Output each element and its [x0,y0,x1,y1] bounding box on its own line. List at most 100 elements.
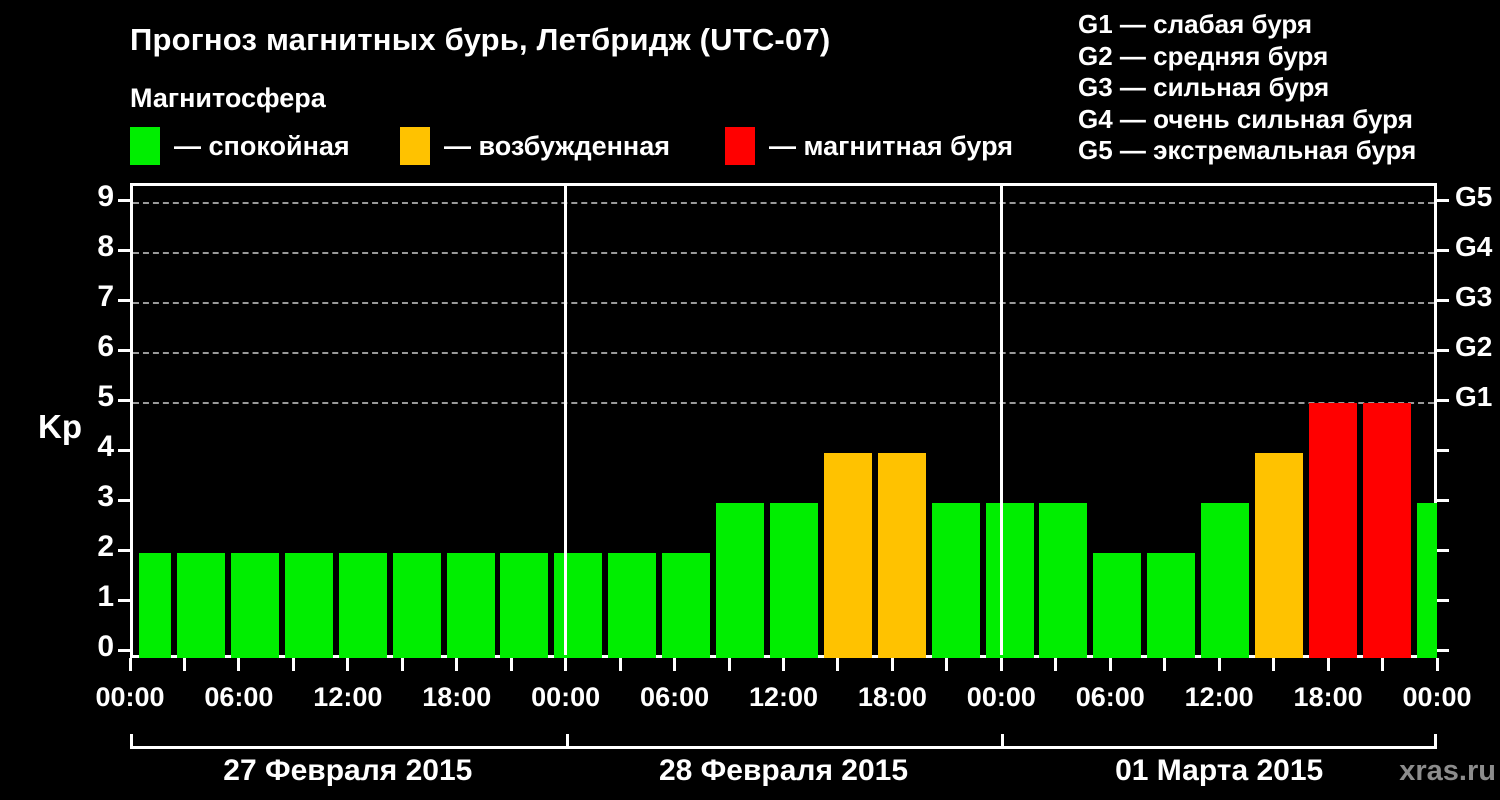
kp-bar [716,503,764,658]
y-axis-tick-right [1437,348,1449,352]
y-axis-tick-right [1437,548,1449,552]
date-bracket-line [130,746,1437,749]
y-axis-label-5: 5 [97,380,114,413]
x-axis-tick [182,658,186,671]
y-axis-tick-right [1437,298,1449,302]
y-axis-tick-left [118,248,130,252]
x-axis-tick [346,658,350,671]
x-axis-label: 00:00 [95,682,165,712]
kp-bar [1362,403,1411,658]
x-axis-tick [1163,658,1167,671]
date-label: 01 Марта 2015 [1115,754,1324,787]
kp-bar [1255,453,1303,658]
storm-scale-legend: G1 — слабая буря G2 — средняя буря G3 — си… [1078,9,1416,167]
legend-item-storm: — магнитная буря [725,127,1013,165]
y-axis-label-3: 3 [97,480,114,513]
x-axis-label: 00:00 [966,682,1036,712]
gridline-kp9 [133,202,1434,204]
x-axis-tick [1217,658,1221,671]
x-axis-tick [945,658,949,671]
x-axis-tick [999,658,1003,671]
y-axis-label-6: 6 [97,330,114,363]
storm-scale-line-g1: G1 — слабая буря [1078,9,1313,39]
x-axis-tick [836,658,840,671]
x-axis-tick [564,658,568,671]
kp-bar [769,503,818,658]
y-axis-label-8: 8 [97,230,114,263]
x-axis-tick [1054,658,1058,671]
x-axis-label: 18:00 [857,682,927,712]
legend-item-excited: — возбужденная [400,127,670,165]
legend-swatch-excited [400,127,430,165]
y-axis-label-7: 7 [97,280,114,313]
date-bracket-tick [130,734,133,749]
y-axis-label-0: 0 [97,630,114,663]
y-axis-label-2: 2 [97,530,114,563]
x-axis-tick [782,658,785,671]
kp-bar [823,453,872,658]
kp-bar [392,553,441,658]
y-axis-tick-right [1437,198,1449,202]
y-axis-tick-left [118,298,130,302]
y-axis-tick-right [1437,248,1449,252]
y-axis-label-1: 1 [97,580,114,613]
day-divider [564,186,568,655]
legend-label-quiet: — спокойная [174,130,350,161]
storm-scale-line-g4: G4 — очень сильная буря [1078,103,1413,134]
date-bracket-tick [1001,734,1005,749]
gridline-kp7 [133,302,1434,304]
x-axis-tick [1381,658,1385,671]
y-axis-tick-left [118,648,130,652]
legend-swatch-quiet [130,127,160,165]
kp-bar [1039,503,1088,658]
gridline-kp8 [133,252,1434,254]
x-axis-label: 06:00 [1075,682,1145,712]
gridline-kp6 [133,352,1434,354]
x-axis-tick [291,658,295,671]
storm-scale-line-g5: G5 — экстремальная буря [1078,135,1417,166]
y-axis-tick-right [1437,648,1449,652]
y-axis-label-4: 4 [97,430,114,463]
right-axis-label-g5: G5 [1455,181,1493,212]
legend-swatch-storm [725,127,755,165]
kp-bar [500,553,549,658]
y-axis-tick-left [118,598,130,602]
watermark: xras.ru [1399,755,1496,787]
y-axis-title: Kp [38,408,82,445]
kp-bar [985,503,1034,658]
y-axis-tick-right [1437,598,1449,602]
y-axis-tick-left [118,498,130,502]
kp-bar [662,553,711,658]
plot-area [130,183,1437,658]
storm-scale-line-g3: G3 — сильная буря [1078,72,1330,103]
kp-bar [338,553,387,658]
kp-bar [608,553,657,658]
kp-bar [554,553,603,658]
x-axis-label: 12:00 [1184,682,1254,712]
x-axis-tick [727,658,731,671]
y-axis-tick-right [1437,498,1449,502]
x-axis-label: 18:00 [1293,682,1363,712]
kp-bar [1093,553,1142,658]
right-axis-label-g4: G4 [1455,231,1493,262]
x-axis-label: 18:00 [422,682,492,712]
day-divider [999,186,1003,655]
x-axis-tick [455,658,459,671]
x-axis-tick [890,658,894,671]
date-bracket-tick [1434,734,1437,749]
storm-scale-line-g2: G2 — средняя буря [1078,40,1329,71]
kp-bar [230,553,279,658]
x-axis-tick [128,658,132,671]
gridline-kp5 [133,402,1434,404]
kp-bar [284,553,333,658]
state-legend: — спокойная — возбужденная — магнитная бур… [0,127,1070,169]
kp-bar [446,553,495,658]
x-axis-label: 00:00 [1402,682,1472,712]
y-axis-tick-right [1437,448,1449,452]
kp-bar [931,503,980,658]
x-axis-tick [618,658,622,671]
kp-bar [1147,553,1196,658]
x-axis-tick [1435,658,1439,671]
kp-bar [139,553,171,658]
x-axis-tick [400,658,404,671]
